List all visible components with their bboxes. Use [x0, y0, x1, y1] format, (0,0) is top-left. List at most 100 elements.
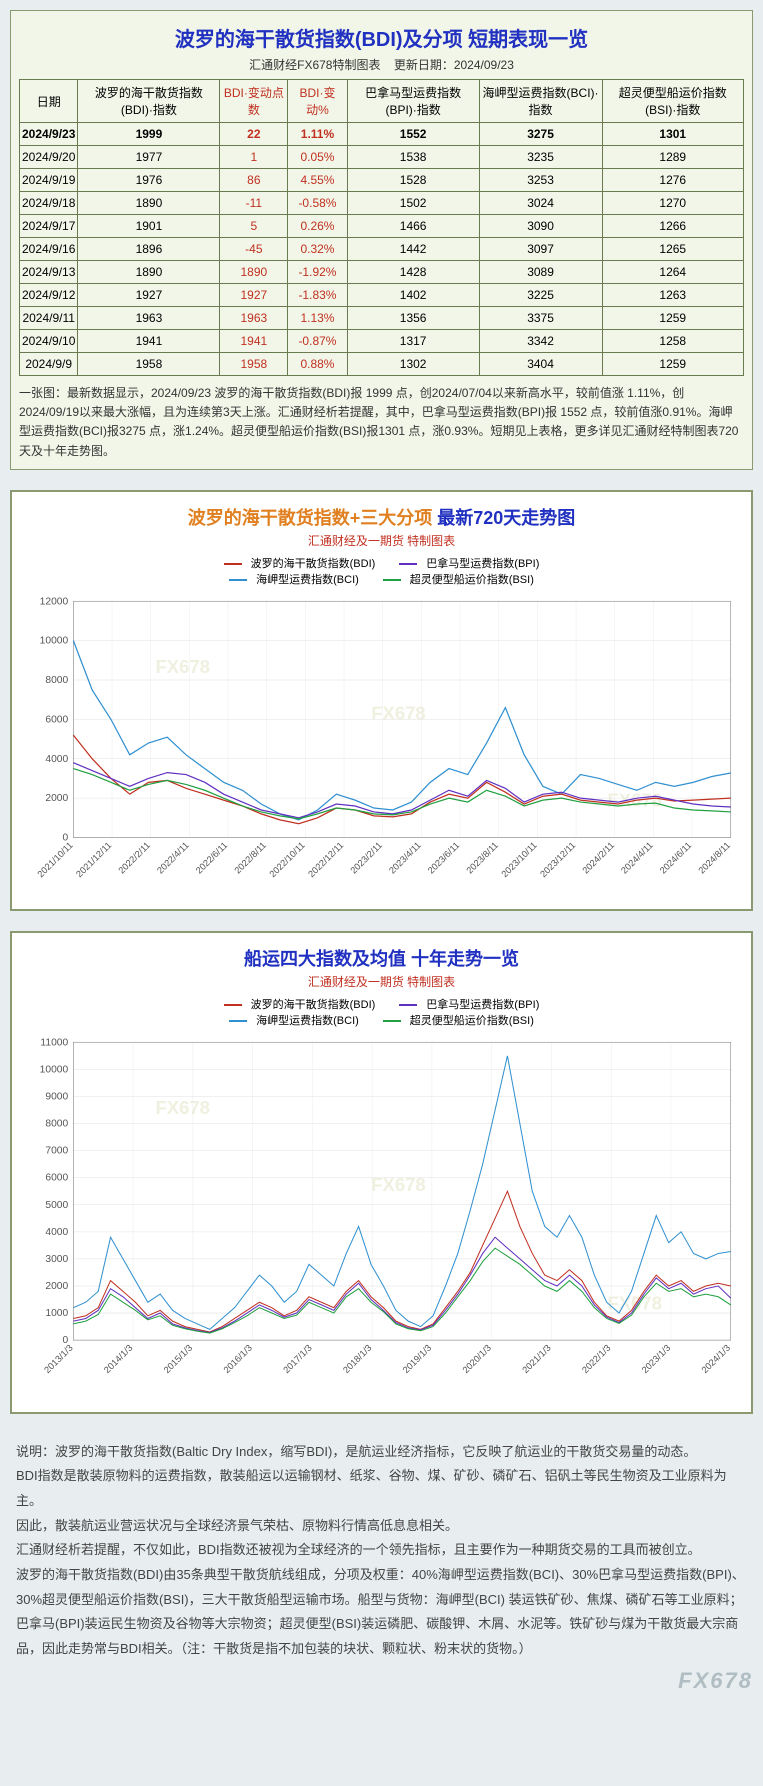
table-cell: 1266 [602, 215, 743, 238]
subtitle-right-label: 更新日期： [394, 58, 454, 72]
table-cell: 1356 [347, 307, 479, 330]
table-row: 2024/9/20197710.05%153832351289 [20, 146, 744, 169]
table-cell: 1941 [220, 330, 288, 353]
desc-p2: BDI指数是散装原物料的运费指数，散装船运以运输钢材、纸浆、谷物、煤、矿砂、磷矿… [16, 1464, 747, 1513]
desc-p5: 波罗的海干散货指数(BDI)由35条典型干散货航线组成，分项及权重：40%海岬型… [16, 1563, 747, 1662]
table-row: 2024/9/17190150.26%146630901266 [20, 215, 744, 238]
svg-text:6000: 6000 [45, 1173, 68, 1184]
chart10y-legend: 波罗的海干散货指数(BDI)巴拿马型运费指数(BPI)海岬型运费指数(BCI)超… [22, 996, 741, 1028]
legend-label: 巴拿马型运费指数(BPI) [426, 558, 539, 570]
legend-item: 巴拿马型运费指数(BPI) [393, 558, 545, 570]
table-cell: 1428 [347, 261, 479, 284]
svg-text:2017/1/3: 2017/1/3 [281, 1343, 313, 1375]
table-cell: 1927 [220, 284, 288, 307]
chart720-title-a: 波罗的海干散货指数+三大分项 [188, 508, 433, 528]
table-cell: 1896 [78, 238, 220, 261]
table-cell: 1963 [78, 307, 220, 330]
table-cell: 1259 [602, 353, 743, 376]
table-cell: 1265 [602, 238, 743, 261]
svg-text:2022/4/11: 2022/4/11 [155, 840, 191, 876]
svg-text:2022/10/11: 2022/10/11 [268, 840, 307, 879]
table-col-3: BDI·变动% [288, 80, 347, 123]
table-row: 2024/9/1318901890-1.92%142830891264 [20, 261, 744, 284]
chart720-title-b: 最新720天走势图 [437, 508, 575, 528]
svg-text:2021/1/3: 2021/1/3 [520, 1343, 552, 1375]
table-cell: -0.58% [288, 192, 347, 215]
table-cell: 1302 [347, 353, 479, 376]
table-col-5: 海岬型运费指数(BCI)·指数 [479, 80, 602, 123]
table-cell: -45 [220, 238, 288, 261]
legend-item: 巴拿马型运费指数(BPI) [393, 999, 545, 1011]
legend-label: 海岬型运费指数(BCI) [256, 574, 359, 586]
chart10y-subtitle: 汇通财经及一期货 特制图表 [22, 973, 741, 990]
table-cell: 1958 [220, 353, 288, 376]
svg-text:2021/12/11: 2021/12/11 [74, 840, 113, 879]
table-cell: 2024/9/19 [20, 169, 78, 192]
table-cell: 1552 [347, 123, 479, 146]
table-cell: 1466 [347, 215, 479, 238]
svg-text:2022/6/11: 2022/6/11 [194, 840, 230, 876]
svg-text:10000: 10000 [40, 635, 69, 646]
legend-swatch [224, 1004, 242, 1006]
svg-text:2018/1/3: 2018/1/3 [341, 1343, 373, 1375]
legend-item: 超灵便型船运价指数(BSI) [377, 1015, 540, 1027]
table-col-1: 波罗的海干散货指数(BDI)·指数 [78, 80, 220, 123]
table-cell: 2024/9/18 [20, 192, 78, 215]
table-cell: 1402 [347, 284, 479, 307]
table-row: 2024/9/181890-11-0.58%150230241270 [20, 192, 744, 215]
svg-text:4000: 4000 [45, 754, 68, 765]
table-cell: 1259 [602, 307, 743, 330]
table-cell: 2024/9/10 [20, 330, 78, 353]
table-cell: -11 [220, 192, 288, 215]
table-cell: 1927 [78, 284, 220, 307]
table-cell: 1941 [78, 330, 220, 353]
table-cell: 4.55% [288, 169, 347, 192]
table-cell: 1958 [78, 353, 220, 376]
table-cell: 1276 [602, 169, 743, 192]
legend-swatch [399, 563, 417, 565]
svg-text:1000: 1000 [45, 1308, 68, 1319]
table-cell: 1890 [220, 261, 288, 284]
table-cell: 0.88% [288, 353, 347, 376]
svg-text:2019/1/3: 2019/1/3 [401, 1343, 433, 1375]
svg-text:6000: 6000 [45, 714, 68, 725]
table-cell: 3404 [479, 353, 602, 376]
svg-text:2022/12/11: 2022/12/11 [306, 840, 345, 879]
legend-swatch [399, 1004, 417, 1006]
svg-text:2022/8/11: 2022/8/11 [232, 840, 268, 876]
description-block: 说明：波罗的海干散货指数(Baltic Dry Index，缩写BDI)，是航运… [10, 1434, 753, 1668]
table-cell: 3090 [479, 215, 602, 238]
table-cell: 1901 [78, 215, 220, 238]
table-cell: -1.92% [288, 261, 347, 284]
svg-text:12000: 12000 [40, 596, 69, 607]
table-cell: 1977 [78, 146, 220, 169]
svg-text:2023/12/11: 2023/12/11 [538, 840, 577, 879]
table-cell: 2024/9/16 [20, 238, 78, 261]
table-cell: 2024/9/11 [20, 307, 78, 330]
table-cell: 3225 [479, 284, 602, 307]
table-cell: 2024/9/20 [20, 146, 78, 169]
table-cell: 2024/9/12 [20, 284, 78, 307]
table-cell: 1270 [602, 192, 743, 215]
svg-text:FX678: FX678 [156, 656, 210, 677]
svg-text:8000: 8000 [45, 675, 68, 686]
table-col-0: 日期 [20, 80, 78, 123]
table-cell: 5 [220, 215, 288, 238]
svg-text:2023/2/11: 2023/2/11 [348, 840, 384, 876]
table-cell: 1264 [602, 261, 743, 284]
svg-text:2024/1/3: 2024/1/3 [700, 1343, 732, 1375]
svg-text:2022/1/3: 2022/1/3 [580, 1343, 612, 1375]
svg-text:FX678: FX678 [156, 1097, 210, 1118]
legend-swatch [229, 579, 247, 581]
svg-text:2023/4/11: 2023/4/11 [387, 840, 423, 876]
table-cell: 2024/9/9 [20, 353, 78, 376]
footer-watermark: FX678 [10, 1668, 753, 1694]
table-cell: 3375 [479, 307, 602, 330]
table-row: 2024/9/191976864.55%152832531276 [20, 169, 744, 192]
legend-swatch [229, 1020, 247, 1022]
table-cell: 1.11% [288, 123, 347, 146]
svg-text:2023/6/11: 2023/6/11 [426, 840, 462, 876]
svg-text:5000: 5000 [45, 1200, 68, 1211]
table-summary: 一张图：最新数据显示，2024/09/23 波罗的海干散货指数(BDI)报 19… [19, 384, 744, 461]
table-title: 波罗的海干散货指数(BDI)及分项 短期表现一览 [19, 23, 744, 52]
